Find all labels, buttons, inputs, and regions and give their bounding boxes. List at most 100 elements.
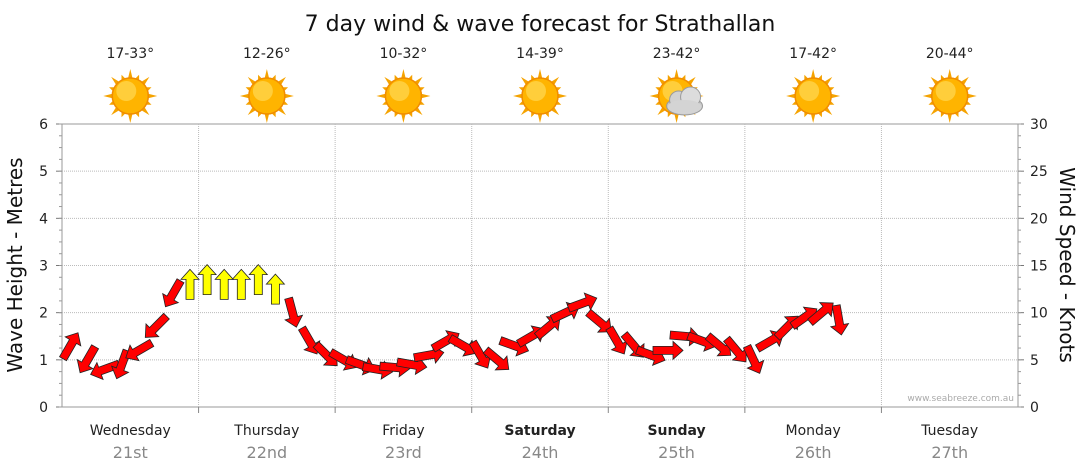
y-tick-label-left: 5	[39, 164, 48, 180]
x-day-date: 21st	[113, 443, 148, 462]
y-tick-label-left: 3	[39, 259, 48, 275]
x-day-date: 24th	[522, 443, 559, 462]
sun-ray	[674, 113, 679, 123]
partly-cloudy-icon	[649, 69, 704, 123]
sun-ray	[421, 93, 431, 99]
y-tick-label-right: 25	[1030, 164, 1048, 180]
sun-ray	[810, 69, 816, 79]
sun-ray	[947, 69, 952, 79]
y-tick-label-right: 15	[1030, 259, 1048, 275]
wind-arrow	[807, 302, 834, 326]
y-tick-label-right: 5	[1030, 353, 1039, 369]
sun-ray	[967, 93, 977, 99]
wind-arrow	[742, 343, 765, 374]
y-axis-label-left: Wave Height - Metres	[3, 157, 27, 372]
sunny-icon	[922, 69, 977, 123]
y-axis-label-right: Wind Speed - Knots	[1055, 167, 1079, 363]
wind-arrow	[829, 304, 850, 336]
day-temp-range: 20-44°	[926, 46, 974, 62]
sun-ray	[786, 93, 796, 99]
x-day-name: Thursday	[233, 423, 299, 439]
sun-ray	[649, 93, 659, 99]
sun-ray	[537, 69, 543, 79]
y-tick-label-right: 0	[1030, 400, 1039, 416]
cloud-fill	[667, 100, 702, 114]
wind-arrow	[566, 292, 598, 313]
day-temp-range: 17-42°	[789, 46, 837, 62]
plot-area: 0 1 2 3 4 5 6 0 5 10 15 20 25 30	[39, 117, 1048, 416]
x-day-date: 26th	[795, 443, 832, 462]
sun-ray	[537, 113, 543, 123]
x-day-name: Monday	[786, 423, 841, 439]
wind-arrows	[58, 264, 850, 381]
sun-ray	[284, 93, 294, 99]
sun-ray	[674, 69, 679, 79]
y-tick-label-right: 30	[1030, 117, 1048, 133]
sun-ray	[831, 93, 841, 99]
cloud-shape	[666, 86, 704, 116]
y-tick-label-left: 4	[39, 211, 48, 227]
sun-ray	[103, 93, 113, 99]
weather-row: 17-33° 12-26° 10-32° 14-39° 23-42° 17-42° 20-4…	[103, 46, 977, 123]
wind-arrow	[144, 312, 170, 338]
wind-arrow	[652, 340, 684, 361]
sun-highlight	[935, 81, 956, 101]
chart-title: 7 day wind & wave forecast for Strathall…	[305, 12, 776, 37]
x-day-name: Wednesday	[90, 423, 171, 439]
wind-arrow	[58, 332, 82, 362]
wind-arrow	[248, 264, 269, 296]
day-temp-range: 23-42°	[653, 46, 701, 62]
sun-highlight	[799, 81, 820, 101]
sun-ray	[557, 93, 567, 99]
wind-arrow	[125, 338, 155, 362]
y-tick-label-right: 10	[1030, 306, 1048, 322]
x-axis-labels: Wednesday 21st Thursday 22nd Friday 23rd Satur…	[90, 423, 978, 462]
sun-ray	[810, 113, 816, 123]
wind-arrow	[76, 344, 100, 374]
wind-arrow	[585, 308, 612, 333]
x-day-date: 22nd	[247, 443, 288, 462]
sun-highlight	[526, 81, 546, 101]
sunny-icon	[376, 69, 431, 123]
x-day-date: 27th	[931, 443, 968, 462]
sun-ray	[922, 93, 932, 99]
wind-arrow	[482, 346, 510, 371]
sun-highlight	[252, 81, 273, 101]
day-temp-range: 12-26°	[243, 46, 291, 62]
wind-arrow	[231, 268, 252, 300]
sunny-icon	[513, 69, 567, 123]
sun-ray	[128, 69, 133, 79]
y-tick-label-left: 0	[39, 400, 48, 416]
wind-arrow	[447, 334, 477, 357]
y-tick-label-left: 2	[39, 306, 48, 322]
day-temp-range: 10-32°	[380, 46, 428, 62]
wind-arrow	[162, 278, 185, 308]
y-tick-label-left: 1	[39, 353, 48, 369]
sunny-icon	[786, 69, 841, 123]
wind-arrow	[180, 268, 200, 300]
sun-ray	[947, 113, 952, 123]
sun-ray	[128, 113, 133, 123]
x-day-date: 25th	[658, 443, 695, 462]
sun-highlight	[389, 81, 410, 101]
x-day-name: Tuesday	[920, 423, 978, 439]
sun-highlight	[116, 81, 137, 101]
y-tick-label-left: 6	[39, 117, 48, 133]
sun-ray	[264, 113, 270, 123]
sunny-icon	[103, 69, 158, 123]
sun-ray	[513, 93, 523, 99]
day-temp-range: 17-33°	[106, 46, 154, 62]
sun-ray	[401, 69, 406, 79]
y-tick-label-right: 20	[1030, 211, 1048, 227]
x-day-name: Saturday	[504, 423, 575, 439]
sun-ray	[376, 93, 386, 99]
sun-ray	[148, 93, 158, 99]
wind-arrow	[265, 273, 286, 305]
x-day-name: Sunday	[647, 423, 705, 439]
sun-ray	[239, 93, 249, 99]
day-temp-range: 14-39°	[516, 46, 564, 62]
wind-arrow	[197, 264, 217, 296]
sunny-icon	[239, 69, 294, 123]
sun-ray	[264, 69, 270, 79]
